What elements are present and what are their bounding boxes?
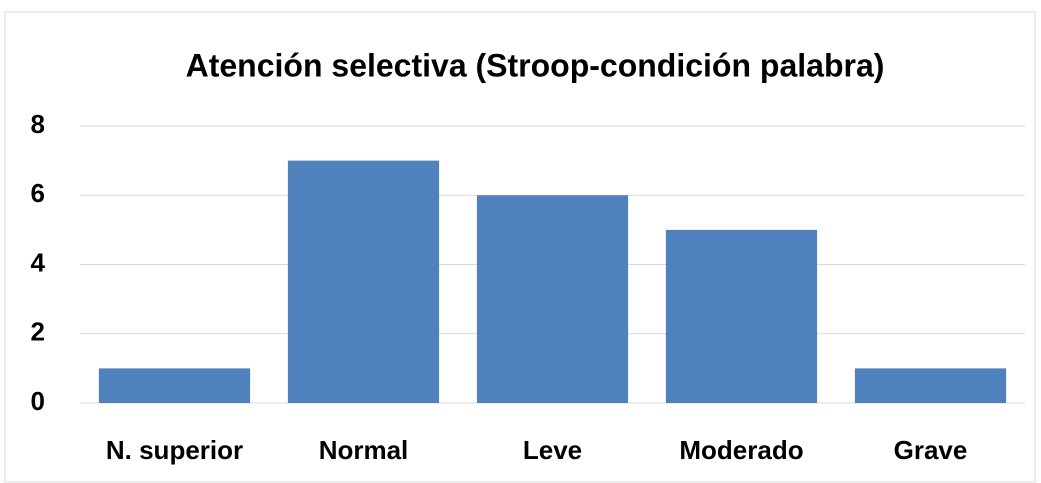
- x-tick-label: N. superior: [106, 435, 243, 465]
- y-tick-label: 2: [31, 317, 45, 347]
- bar: [476, 195, 629, 403]
- x-tick-label: Moderado: [679, 435, 803, 465]
- bar: [287, 160, 440, 403]
- bar: [854, 368, 1007, 403]
- y-tick-label: 4: [31, 247, 46, 277]
- x-tick-label: Normal: [319, 435, 409, 465]
- bar: [665, 229, 818, 403]
- y-tick-label: 8: [31, 109, 45, 139]
- y-tick-label: 6: [31, 178, 45, 208]
- x-tick-label: Leve: [523, 435, 582, 465]
- x-tick-label: Grave: [894, 435, 968, 465]
- chart-title: Atención selectiva (Stroop-condición pal…: [186, 47, 885, 83]
- y-tick-label: 0: [31, 386, 45, 416]
- bar: [98, 368, 251, 403]
